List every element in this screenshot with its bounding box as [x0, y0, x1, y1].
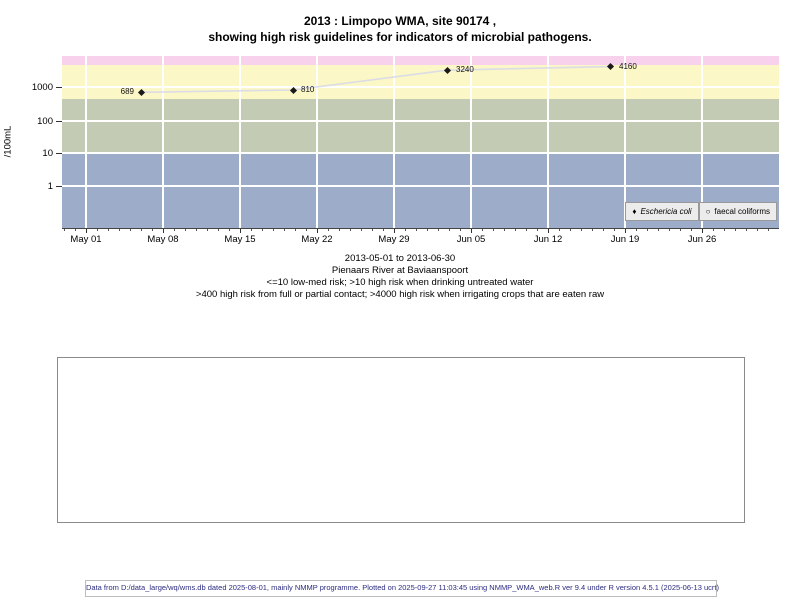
x-axis-tick [702, 229, 703, 233]
x-axis-tick [317, 229, 318, 233]
subtitle-block: 2013-05-01 to 2013-06-30 Pienaars River … [0, 253, 800, 301]
x-tick-label: May 15 [224, 234, 256, 245]
chart-title-line1: 2013 : Limpopo WMA, site 90174 , [303, 14, 497, 28]
x-tick-label: May 29 [378, 234, 410, 245]
risk-band-10-400 [62, 99, 779, 153]
gridline-y-100 [62, 120, 779, 122]
x-axis-tick [394, 229, 395, 233]
gridline-x-jun12 [547, 56, 549, 228]
risk-band-400-4000 [62, 65, 779, 99]
chart-title: 2013 : Limpopo WMA, site 90174 , showing… [0, 13, 800, 45]
x-axis-tick [86, 229, 87, 233]
x-axis-tick [471, 229, 472, 233]
data-point-label: 3240 [456, 65, 474, 74]
gridline-x-may15 [239, 56, 241, 228]
gridline-x-may01 [85, 56, 87, 228]
gridline-x-jun26 [701, 56, 703, 228]
data-point-label: 689 [120, 87, 134, 96]
legend: ♦ Eschericia coli ○ faecal coliforms [625, 202, 777, 221]
y-tick-label: 1000 [31, 82, 53, 93]
filled-diamond-icon: ♦ [632, 207, 637, 216]
x-tick-label: Jun 05 [456, 234, 486, 245]
x-tick-label: Jun 26 [687, 234, 717, 245]
legend-label-ecoli: Eschericia coli [640, 207, 692, 216]
date-range-text: 2013-05-01 to 2013-06-30 [344, 253, 456, 264]
legend-entry-ecoli: ♦ Eschericia coli [625, 202, 699, 221]
chart-title-line2: showing high risk guidelines for indicat… [208, 30, 592, 44]
y-axis-tick [56, 87, 62, 88]
gridline-x-may29 [393, 56, 395, 228]
y-axis-title: /100mL [2, 125, 14, 158]
legend-entry-faecal-coliforms: ○ faecal coliforms [698, 202, 777, 221]
y-axis-tick [56, 186, 62, 187]
gridline-y-10 [62, 152, 779, 154]
gridline-y-1000 [62, 86, 779, 88]
y-axis-tick [56, 153, 62, 154]
x-tick-label: May 22 [301, 234, 333, 245]
x-tick-label: May 01 [70, 234, 102, 245]
y-tick-label: 100 [37, 116, 53, 127]
gridline-x-jun05 [470, 56, 472, 228]
risk-guideline-line2: >400 high risk from full or partial cont… [195, 289, 605, 300]
x-axis-tick [548, 229, 549, 233]
gridline-x-may08 [162, 56, 164, 228]
gridline-y-1 [62, 185, 779, 187]
x-axis-tick [240, 229, 241, 233]
x-tick-label: Jun 19 [610, 234, 640, 245]
legend-label-faecal-coliforms: faecal coliforms [714, 207, 770, 216]
plot-area: 689 810 3240 4160 ♦ Eschericia coli ○ fa… [62, 56, 779, 229]
y-tick-label: 1 [47, 181, 53, 192]
open-circle-icon: ○ [705, 207, 711, 216]
footer-note: Data from D:/data_large/wq/wms.db dated … [85, 580, 719, 597]
x-tick-label: May 08 [147, 234, 179, 245]
gridline-x-may22 [316, 56, 318, 228]
ecoli-series-line [140, 65, 611, 94]
gridline-x-jun19 [624, 56, 626, 228]
site-name-text: Pienaars River at Baviaanspoort [331, 265, 469, 276]
risk-guideline-line1: <=10 low-med risk; >10 high risk when dr… [266, 277, 534, 288]
risk-band-above-4000 [62, 56, 779, 65]
data-point-label: 810 [301, 85, 315, 94]
x-axis-tick [163, 229, 164, 233]
y-axis-tick [56, 121, 62, 122]
x-axis-tick [625, 229, 626, 233]
x-tick-label: Jun 12 [533, 234, 563, 245]
x-axis-minor-ticks [62, 229, 779, 231]
data-point-label: 4160 [619, 62, 637, 71]
empty-panel [57, 357, 745, 523]
y-tick-label: 10 [42, 148, 53, 159]
